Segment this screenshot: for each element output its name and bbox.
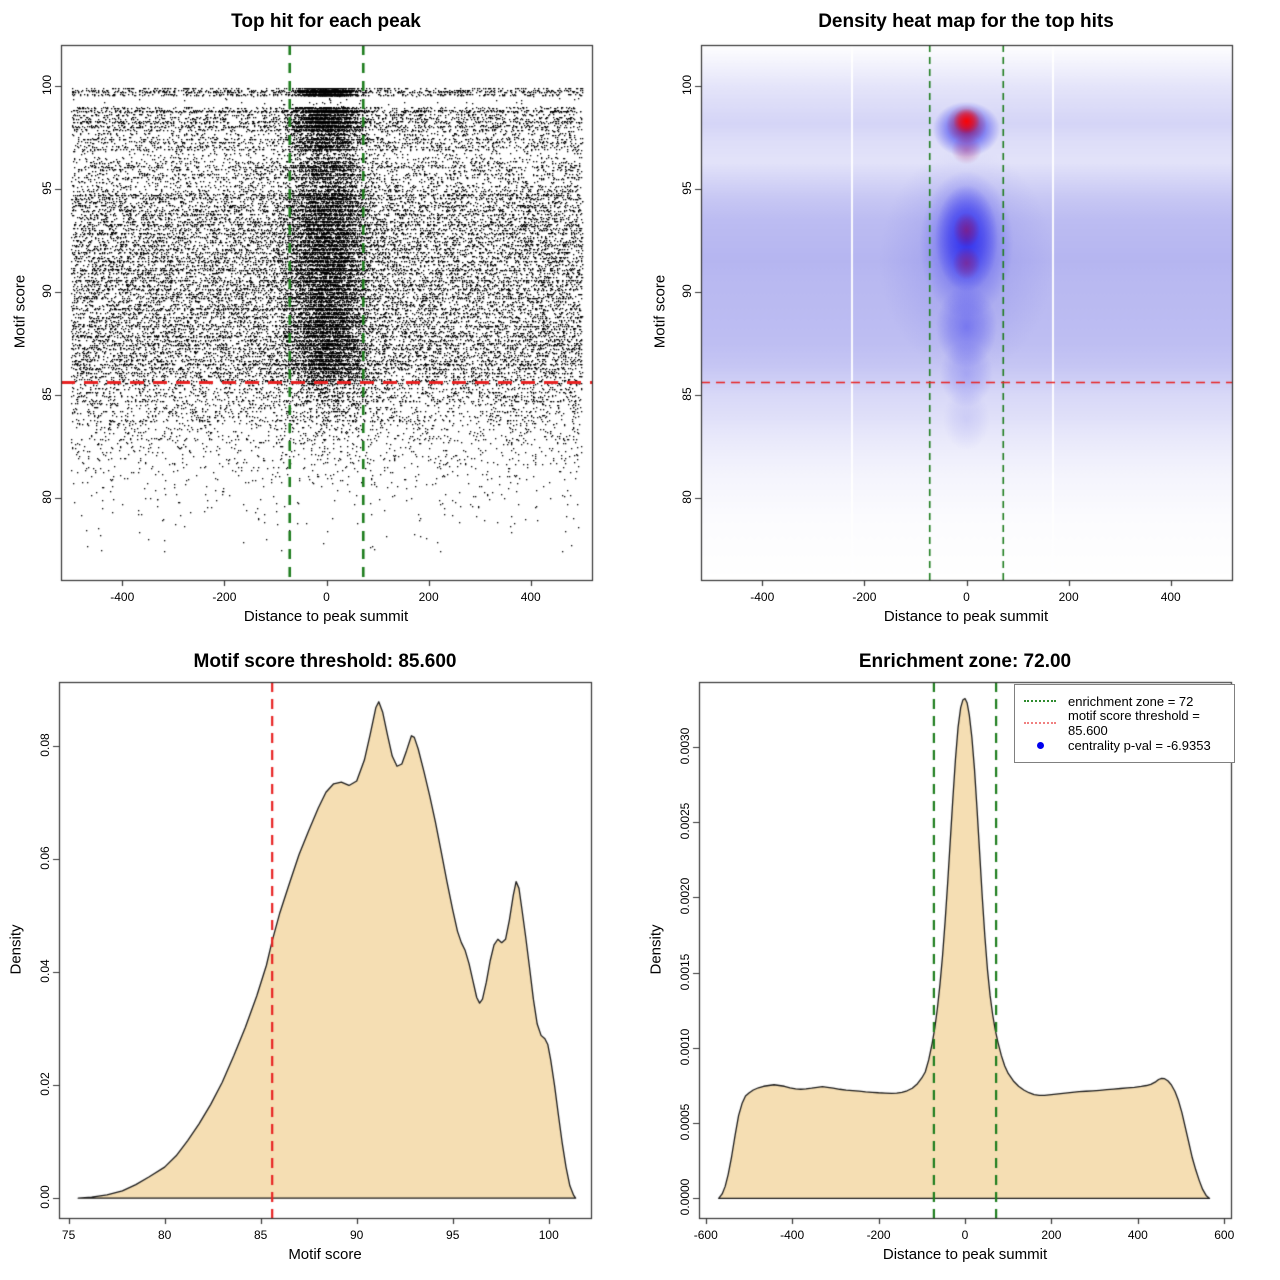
x-tick-label: 400 xyxy=(1160,590,1181,604)
x-tick-label: 100 xyxy=(538,1228,559,1242)
y-tick-label: 80 xyxy=(40,490,54,504)
page-title: Top hit for each peak xyxy=(231,11,421,32)
x-tick-label: -600 xyxy=(693,1228,718,1242)
y-tick-label: 0.0020 xyxy=(678,877,692,915)
x-tick-label: 200 xyxy=(1041,1228,1062,1242)
x-tick-label: -400 xyxy=(750,590,775,604)
blue-dot-icon xyxy=(1021,741,1059,749)
x-tick-label: 600 xyxy=(1214,1228,1235,1242)
legend-entry-enrichment-zone: enrichment zone = 72 xyxy=(1021,690,1228,712)
red-dotted-line-icon xyxy=(1021,722,1059,724)
y-axis-label: Motif score xyxy=(11,274,29,349)
y-tick-label: 85 xyxy=(40,387,54,401)
y-axis-label: Density xyxy=(7,924,25,975)
x-tick-label: -400 xyxy=(780,1228,805,1242)
y-tick-label: 0.00 xyxy=(38,1185,52,1209)
y-tick-label: 85 xyxy=(680,387,694,401)
y-tick-label: 0.06 xyxy=(38,846,52,870)
x-tick-label: 0 xyxy=(961,1228,969,1242)
x-tick-label: -200 xyxy=(212,590,237,604)
y-tick-label: 0.0005 xyxy=(678,1103,692,1141)
x-tick-label: -200 xyxy=(852,590,877,604)
y-tick-label: 0.0015 xyxy=(678,953,692,990)
green-dotted-line-icon xyxy=(1021,700,1059,702)
y-tick-label: 0.02 xyxy=(38,1072,52,1096)
y-tick-label: 90 xyxy=(40,284,54,298)
x-tick-label: -200 xyxy=(866,1228,891,1242)
x-axis-label: Motif score xyxy=(288,1246,362,1263)
y-axis-label: Motif score xyxy=(651,274,669,349)
x-axis-label: Distance to peak summit xyxy=(882,1246,1048,1263)
legend-label: centrality p-val = -6.9353 xyxy=(1068,737,1211,753)
y-tick-label: 0.0030 xyxy=(678,727,692,765)
x-tick-label: 400 xyxy=(1127,1228,1148,1242)
legend-label: enrichment zone = 72 xyxy=(1068,693,1194,709)
x-tick-label: 200 xyxy=(1058,590,1079,604)
page-title: Enrichment zone: 72.00 xyxy=(858,651,1072,672)
y-tick-label: 0.0000 xyxy=(678,1179,692,1216)
y-axis-label: Density xyxy=(647,924,665,975)
y-tick-label: 95 xyxy=(680,181,694,195)
x-axis-label: Distance to peak summit xyxy=(243,608,409,625)
y-tick-label: 100 xyxy=(40,75,54,96)
legend-entry-motif-score-threshold: motif score threshold = 85.600 xyxy=(1021,708,1228,738)
x-tick-label: 90 xyxy=(350,1228,364,1242)
page-title: Density heat map for the top hits xyxy=(818,11,1114,32)
y-tick-label: 0.08 xyxy=(38,733,52,757)
x-tick-label: 75 xyxy=(61,1228,76,1242)
x-tick-label: 80 xyxy=(157,1228,172,1242)
legend-entry-centrality-pval: centrality p-val = -6.9353 xyxy=(1021,734,1228,756)
y-tick-label: 80 xyxy=(680,490,694,504)
x-tick-label: 0 xyxy=(963,590,970,604)
x-tick-label: 400 xyxy=(520,590,541,604)
x-tick-label: 200 xyxy=(418,590,439,604)
x-tick-label: 0 xyxy=(323,590,330,604)
y-tick-label: 90 xyxy=(680,284,694,298)
y-tick-label: 100 xyxy=(680,75,694,96)
legend-label: motif score threshold = 85.600 xyxy=(1068,708,1200,738)
y-tick-label: 95 xyxy=(40,181,54,195)
x-tick-label: -400 xyxy=(110,590,135,604)
legend: enrichment zone = 72 motif score thresho… xyxy=(1014,684,1235,763)
x-tick-label: 85 xyxy=(253,1228,268,1242)
x-tick-label: 95 xyxy=(446,1228,460,1242)
y-tick-label: 0.0010 xyxy=(678,1028,692,1066)
y-tick-label: 0.04 xyxy=(38,959,52,983)
y-tick-label: 0.0025 xyxy=(678,802,692,840)
page-title: Motif score threshold: 85.600 xyxy=(193,651,457,672)
x-axis-label: Distance to peak summit xyxy=(883,608,1049,625)
